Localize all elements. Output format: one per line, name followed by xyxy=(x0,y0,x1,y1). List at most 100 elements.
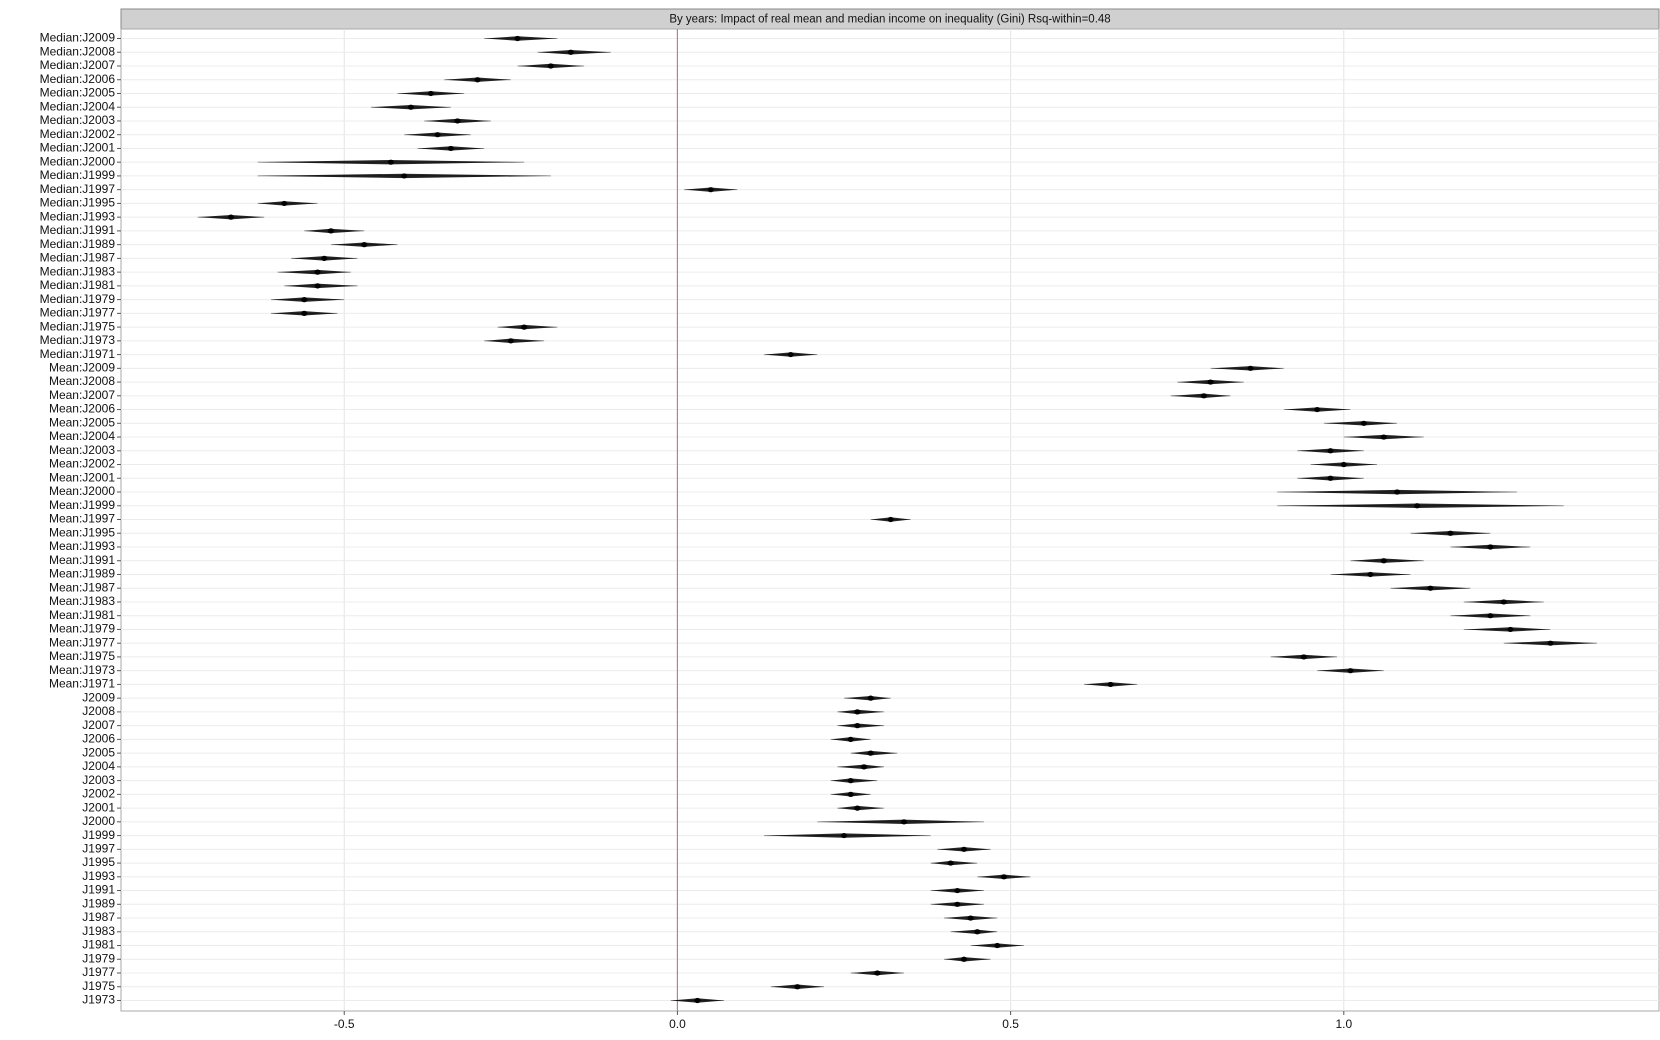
interval-shape xyxy=(850,750,898,756)
estimate-point xyxy=(887,516,894,523)
estimate-point xyxy=(1300,654,1307,660)
estimate-point xyxy=(787,351,794,358)
y-tick-label: J2002 xyxy=(82,787,115,801)
y-tick-label: J1983 xyxy=(82,924,115,938)
y-tick-label: Mean:J1997 xyxy=(49,512,115,526)
estimate-point xyxy=(900,819,907,825)
estimate-point xyxy=(321,255,328,261)
estimate-point xyxy=(847,736,854,742)
y-tick-label: J1995 xyxy=(82,855,115,869)
y-tick-label: J2006 xyxy=(82,732,115,746)
estimate-point xyxy=(1347,668,1354,674)
estimate-point xyxy=(867,750,874,756)
y-tick-label: Median:J2006 xyxy=(40,72,116,86)
x-tick-label: 0.5 xyxy=(1002,1017,1019,1031)
interval-shape xyxy=(764,833,931,838)
y-tick-label: Mean:J1983 xyxy=(49,594,115,608)
estimate-point xyxy=(227,214,234,220)
estimate-point xyxy=(1314,406,1321,413)
y-tick-label: Median:J1977 xyxy=(40,306,116,320)
estimate-point xyxy=(1380,434,1387,440)
estimate-point xyxy=(447,145,454,152)
interval-shape xyxy=(837,805,885,811)
y-tick-label: Mean:J1977 xyxy=(49,635,115,649)
y-tick-label: Mean:J1975 xyxy=(49,649,115,663)
estimate-point xyxy=(314,283,321,289)
y-tick-label: Mean:J2002 xyxy=(49,457,115,471)
y-tick-label: J1973 xyxy=(82,993,115,1007)
interval-shape xyxy=(950,929,998,934)
y-tick-label: Median:J2000 xyxy=(40,154,116,168)
interval-shape xyxy=(257,201,318,206)
estimate-point xyxy=(847,778,854,784)
interval-shape xyxy=(1170,393,1231,399)
estimate-point xyxy=(1507,626,1514,633)
y-tick-label: Median:J2002 xyxy=(40,127,116,141)
estimate-point xyxy=(1247,365,1254,371)
estimate-point xyxy=(794,984,801,990)
estimate-point xyxy=(401,173,408,179)
estimate-point xyxy=(547,63,554,69)
y-tick-label: Median:J1997 xyxy=(40,182,116,196)
y-tick-label: Median:J2009 xyxy=(40,31,116,45)
y-tick-label: Mean:J1987 xyxy=(49,580,115,594)
estimate-point xyxy=(1394,489,1401,495)
y-tick-label: J2004 xyxy=(82,759,115,773)
y-tick-label: Mean:J1993 xyxy=(49,539,115,553)
estimate-point xyxy=(281,200,288,207)
y-tick-label: J2008 xyxy=(82,704,115,718)
estimate-point xyxy=(1327,475,1334,481)
y-tick-label: Median:J2003 xyxy=(40,113,116,127)
y-tick-label: J2003 xyxy=(82,773,115,787)
estimate-point xyxy=(514,35,521,42)
estimate-point xyxy=(1360,420,1367,426)
y-tick-label: Median:J1999 xyxy=(40,168,116,182)
estimate-point xyxy=(1000,874,1007,880)
y-tick-label: Mean:J1973 xyxy=(49,663,115,677)
estimate-point xyxy=(361,242,368,248)
y-tick-label: Median:J1979 xyxy=(40,292,116,306)
y-tick-label: J1989 xyxy=(82,896,115,910)
estimate-point xyxy=(1107,681,1114,688)
interval-shape xyxy=(1277,503,1564,508)
estimate-point xyxy=(707,187,714,193)
estimate-point xyxy=(301,310,308,316)
estimate-point xyxy=(1414,503,1421,509)
estimate-point xyxy=(960,956,967,962)
y-tick-label: Mean:J2003 xyxy=(49,443,115,457)
estimate-point xyxy=(454,118,461,124)
y-tick-label: Median:J2001 xyxy=(40,141,116,155)
interval-shape xyxy=(1210,366,1284,371)
interval-shape xyxy=(277,269,351,275)
estimate-point xyxy=(1380,558,1387,564)
estimate-point xyxy=(1367,571,1374,578)
interval-shape xyxy=(1350,558,1424,563)
y-tick-label: Median:J1989 xyxy=(40,237,116,251)
x-tick-label: -0.5 xyxy=(334,1017,355,1031)
interval-shape xyxy=(484,36,558,41)
estimate-point xyxy=(1340,461,1347,468)
estimate-point xyxy=(841,832,848,839)
estimate-point xyxy=(854,805,861,811)
y-tick-label: J2000 xyxy=(82,814,115,828)
estimate-point xyxy=(507,338,514,344)
interval-shape xyxy=(830,778,878,783)
estimate-point xyxy=(407,104,414,110)
y-tick-label: Median:J1971 xyxy=(40,347,116,361)
y-tick-label: Median:J1981 xyxy=(40,278,116,292)
y-tick-label: J1991 xyxy=(82,883,115,897)
y-tick-label: Median:J2005 xyxy=(40,86,116,100)
estimate-point xyxy=(861,764,868,770)
y-tick-label: Mean:J2008 xyxy=(49,374,115,388)
interval-shape xyxy=(304,228,365,234)
y-tick-label: Median:J1983 xyxy=(40,264,116,278)
estimate-point xyxy=(474,77,481,83)
y-tick-label: Mean:J2001 xyxy=(49,470,115,484)
y-tick-label: Mean:J1979 xyxy=(49,622,115,636)
y-tick-label: Median:J1973 xyxy=(40,333,116,347)
estimate-point xyxy=(874,970,881,976)
interval-shape xyxy=(930,860,978,866)
estimate-point xyxy=(854,723,861,729)
estimate-point xyxy=(1487,613,1494,619)
y-tick-label: J2005 xyxy=(82,745,115,759)
